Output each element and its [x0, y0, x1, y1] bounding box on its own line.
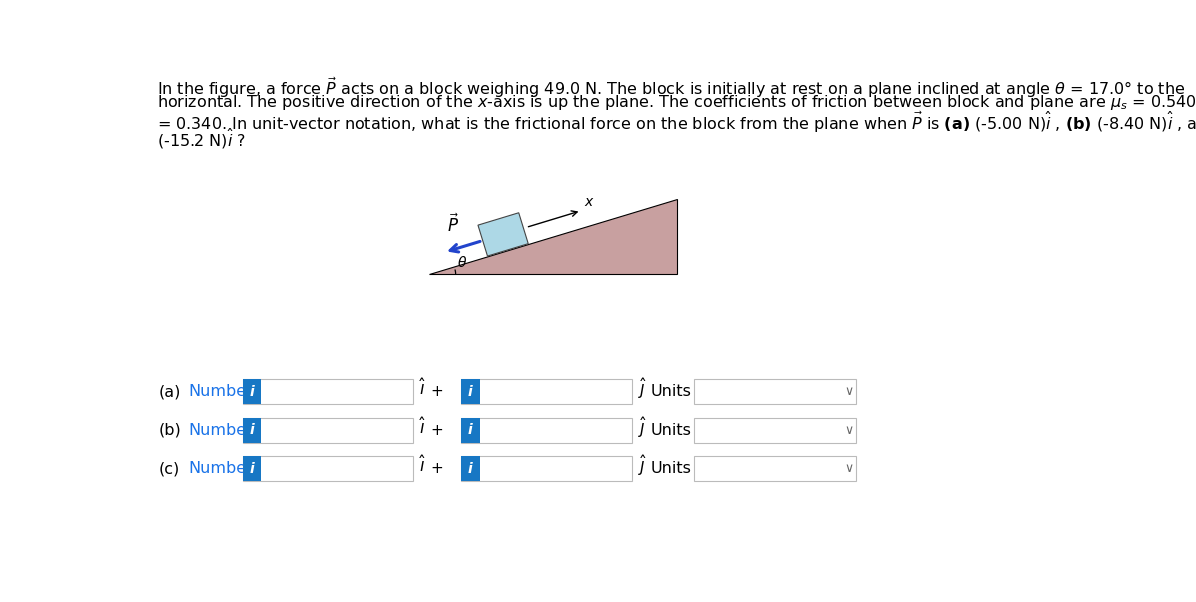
- Text: = 0.340. In unit-vector notation, what is the frictional force on the block from: = 0.340. In unit-vector notation, what i…: [157, 110, 1196, 135]
- Text: Number: Number: [188, 384, 254, 399]
- Text: i: i: [250, 423, 255, 437]
- Text: ∨: ∨: [844, 424, 853, 437]
- Text: i: i: [468, 462, 472, 476]
- Text: i: i: [468, 385, 472, 399]
- FancyBboxPatch shape: [243, 456, 261, 481]
- Text: (a): (a): [159, 384, 181, 399]
- Text: Units: Units: [651, 461, 691, 476]
- Text: Units: Units: [651, 384, 691, 399]
- Text: i: i: [250, 462, 255, 476]
- Text: In the figure, a force $\vec{P}$ acts on a block weighing 49.0 N. The block is i: In the figure, a force $\vec{P}$ acts on…: [157, 76, 1185, 101]
- Polygon shape: [428, 199, 677, 274]
- FancyBboxPatch shape: [243, 456, 413, 481]
- FancyBboxPatch shape: [460, 379, 631, 404]
- Text: i: i: [250, 385, 255, 399]
- Text: $\hat{\jmath}$: $\hat{\jmath}$: [637, 415, 647, 439]
- Text: +: +: [431, 461, 443, 476]
- Text: i: i: [468, 423, 472, 437]
- FancyBboxPatch shape: [694, 379, 856, 404]
- FancyBboxPatch shape: [694, 456, 856, 481]
- Text: +: +: [431, 423, 443, 438]
- FancyBboxPatch shape: [460, 418, 631, 442]
- Text: ∨: ∨: [844, 385, 853, 399]
- Text: (-15.2 N)$\hat{i}$ ?: (-15.2 N)$\hat{i}$ ?: [157, 127, 246, 151]
- FancyBboxPatch shape: [460, 456, 631, 481]
- Text: $\theta$: $\theta$: [457, 255, 468, 270]
- Text: ∨: ∨: [844, 462, 853, 476]
- Text: $\hat{\jmath}$: $\hat{\jmath}$: [637, 453, 647, 478]
- FancyBboxPatch shape: [243, 379, 261, 404]
- Text: Number: Number: [188, 461, 254, 476]
- Text: $\vec{P}$: $\vec{P}$: [446, 213, 458, 235]
- Polygon shape: [478, 213, 529, 256]
- Text: (c): (c): [159, 461, 181, 476]
- Text: horizontal. The positive direction of the $x$-axis is up the plane. The coeffici: horizontal. The positive direction of th…: [157, 93, 1196, 112]
- FancyBboxPatch shape: [243, 379, 413, 404]
- Text: $\hat{\imath}$: $\hat{\imath}$: [420, 379, 427, 399]
- Text: $\hat{\jmath}$: $\hat{\jmath}$: [637, 376, 647, 401]
- FancyBboxPatch shape: [460, 418, 480, 442]
- Text: (b): (b): [159, 423, 182, 438]
- FancyBboxPatch shape: [243, 418, 261, 442]
- FancyBboxPatch shape: [460, 379, 480, 404]
- FancyBboxPatch shape: [243, 418, 413, 442]
- Text: $\hat{\imath}$: $\hat{\imath}$: [420, 417, 427, 438]
- Text: $\hat{\imath}$: $\hat{\imath}$: [420, 456, 427, 476]
- Text: Units: Units: [651, 423, 691, 438]
- Text: +: +: [431, 384, 443, 399]
- FancyBboxPatch shape: [460, 456, 480, 481]
- Text: x: x: [585, 195, 593, 209]
- Text: Number: Number: [188, 423, 254, 438]
- FancyBboxPatch shape: [694, 418, 856, 442]
